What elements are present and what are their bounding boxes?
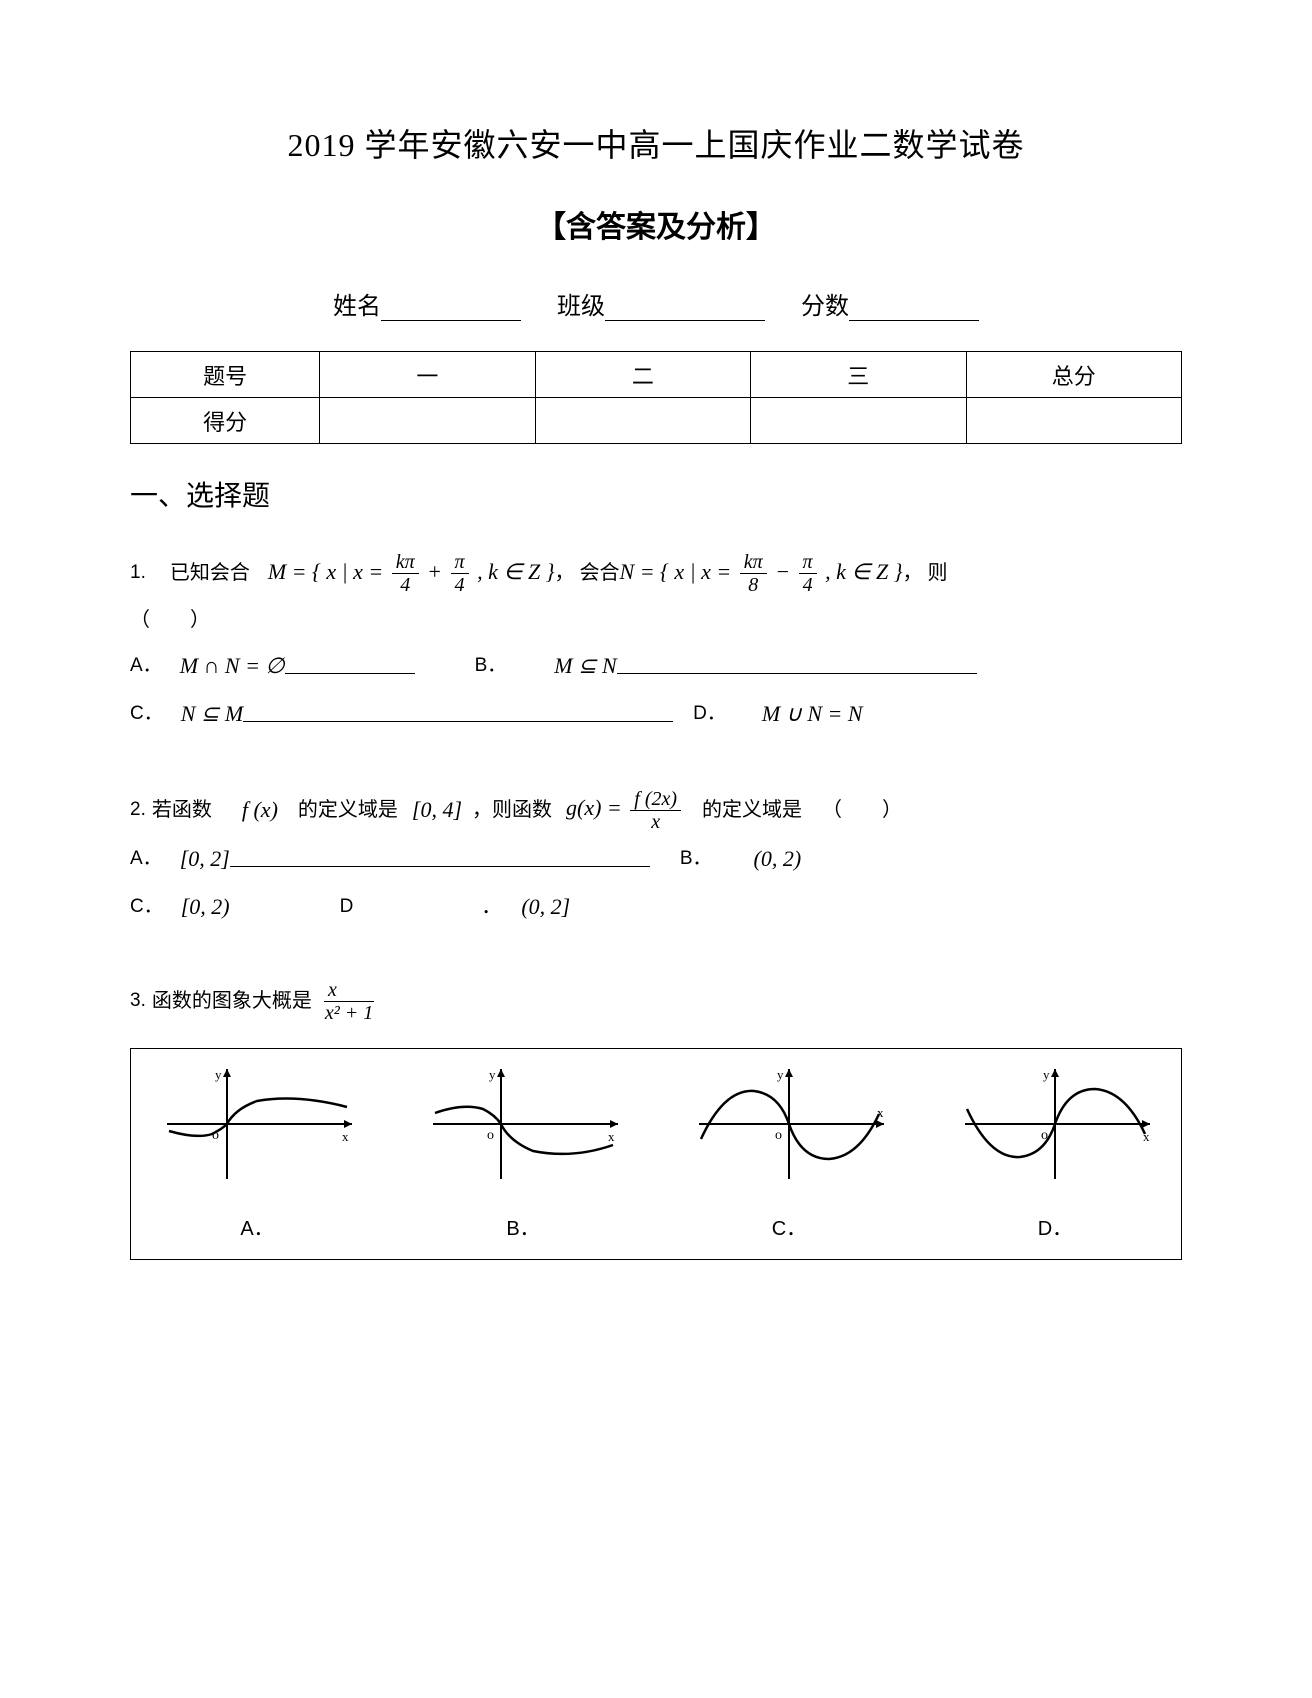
q1-optB: M ⊆ N [554, 644, 616, 688]
question-2: 2. 若函数 f (x) 的定义域是 [0, 4] ，则函数 g(x) = f … [130, 786, 1182, 928]
q1-tail: ， 则 [903, 553, 948, 593]
chart-A: o x y A． [131, 1059, 383, 1259]
chart-A-label: A． [131, 1209, 383, 1249]
q2-optA: [0, 2] [180, 837, 230, 881]
svg-text:x: x [608, 1129, 615, 1144]
q2-gx: g(x) = f (2x)x [566, 786, 684, 832]
title-main: 2019 学年安徽六安一中高一上国庆作业二数学试卷 [130, 120, 1182, 166]
svg-text:x: x [342, 1129, 349, 1144]
q1-setN: N = { x | x = kπ8 − π4 , k ∈ Z } [620, 550, 903, 596]
q2-num: 2. [130, 791, 146, 829]
cell-blank [751, 398, 966, 444]
question-3: 3. 函数的图象大概是 x x² + 1 o x y A． [130, 979, 1182, 1260]
q1-pre: 已知会合 [170, 553, 250, 593]
title-sub: 【含答案及分析】 [130, 202, 1182, 246]
class-label: 班级 [557, 294, 605, 320]
chart-B: o x y B． [397, 1059, 649, 1259]
chart-B-label: B． [397, 1209, 649, 1249]
table-row: 题号 一 二 三 总分 [131, 352, 1182, 398]
svg-text:y: y [777, 1067, 784, 1082]
cell-blank [966, 398, 1181, 444]
q2-t1: 若函数 [152, 790, 212, 830]
charts-row: o x y A． o x y B． [130, 1048, 1182, 1260]
q1-setM: M = { x | x = kπ4 + π4 , k ∈ Z } [268, 550, 555, 596]
score-label: 分数 [801, 294, 849, 320]
q1-paren: （ ） [130, 600, 210, 640]
q2-optA-line [230, 851, 650, 867]
cell-section-1: 一 [320, 352, 535, 398]
q2-optD-dot: ． [481, 887, 501, 927]
q2-t2: 的定义域是 [298, 790, 398, 830]
cell-blank [320, 398, 535, 444]
info-line: 姓名 班级 分数 [130, 286, 1182, 321]
chart-B-svg: o x y [397, 1059, 649, 1189]
q3-num: 3. [130, 982, 146, 1020]
chart-D-label: D． [929, 1209, 1181, 1249]
q1-optC-line [243, 706, 673, 722]
q1-optC: N ⊆ M [181, 692, 243, 736]
name-blank [381, 301, 521, 321]
cell-header-label: 题号 [131, 352, 320, 398]
q2-optD: (0, 2] [521, 885, 570, 929]
q3-t1: 函数的图象大概是 [152, 981, 312, 1021]
q1-optB-line [617, 658, 977, 674]
class-blank [605, 301, 765, 321]
q2-optB: (0, 2) [754, 837, 802, 881]
svg-text:y: y [1043, 1067, 1050, 1082]
cell-blank [535, 398, 750, 444]
q3-frac: x x² + 1 [321, 979, 377, 1024]
q2-optC: [0, 2) [181, 885, 230, 929]
cell-total: 总分 [966, 352, 1181, 398]
q1-optA-label: A． [130, 647, 162, 685]
chart-C: o x y C． [663, 1059, 915, 1259]
q2-t4: 的定义域是 [702, 790, 802, 830]
chart-A-svg: o x y [131, 1059, 383, 1189]
cell-score-label: 得分 [131, 398, 320, 444]
q1-optA-line [285, 658, 415, 674]
question-1: 1. 已知会合 M = { x | x = kπ4 + π4 , k ∈ Z }… [130, 550, 1182, 736]
chart-C-svg: o x y [663, 1059, 915, 1189]
q1-optC-label: C． [130, 695, 163, 733]
svg-text:o: o [487, 1128, 494, 1143]
chart-C-label: C． [663, 1209, 915, 1249]
q2-t3: ，则函数 [472, 790, 552, 830]
table-row: 得分 [131, 398, 1182, 444]
q2-dom: [0, 4] [412, 788, 462, 832]
q2-optD-label: D [340, 888, 354, 926]
q1-mid: ， 会合 [555, 553, 620, 593]
q1-num: 1. [130, 554, 146, 592]
q2-optC-label: C． [130, 888, 163, 926]
cell-section-2: 二 [535, 352, 750, 398]
chart-D-svg: o x y [929, 1059, 1181, 1189]
q2-paren: （ ） [822, 790, 902, 830]
q1-optB-label: B． [475, 647, 507, 685]
cell-section-3: 三 [751, 352, 966, 398]
q2-optB-label: B． [680, 840, 712, 878]
section-header: 一、选择题 [130, 474, 1182, 514]
q1-optD-label: D． [693, 695, 726, 733]
score-table: 题号 一 二 三 总分 得分 [130, 351, 1182, 444]
q2-optA-label: A． [130, 840, 162, 878]
q1-optD: M ∪ N = N [762, 692, 863, 736]
q1-optA: M ∩ N = ∅ [180, 644, 285, 688]
svg-text:y: y [489, 1067, 496, 1082]
chart-D: o x y D． [929, 1059, 1181, 1259]
name-label: 姓名 [333, 294, 381, 320]
score-blank [849, 301, 979, 321]
svg-text:y: y [215, 1067, 222, 1082]
q2-fx: f (x) [242, 788, 278, 832]
svg-text:o: o [775, 1128, 782, 1143]
